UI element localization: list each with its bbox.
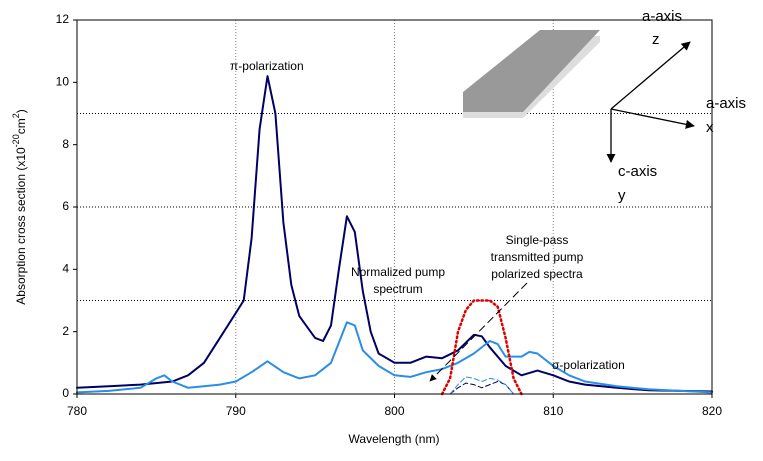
x-tick-label: 800 [384,404,404,418]
plot-frame [76,19,713,395]
axis-coord: y [618,187,626,204]
y-tick-label: 0 [62,386,69,400]
axis-name: a-axis [706,95,746,112]
pump-label: Normalized pump spectrum [350,265,446,296]
annotation-arrow [429,282,528,382]
series-line [449,381,515,395]
y-tick-label: 2 [62,324,69,338]
axis-name: a-axis [642,8,682,25]
x-tick-label: 810 [543,404,563,418]
x-axis-arrow [610,108,695,129]
annotation: Single-pass transmitted pump polarized s… [490,233,584,281]
y-tick-label: 10 [56,75,70,89]
x-tick-label: 820 [702,404,722,418]
pi-label: π-polarization [230,59,304,73]
z-axis-arrow [610,41,691,110]
axis-name: c-axis [618,163,657,180]
sigma-label: σ-polarization [552,358,625,372]
x-axis-title: Wavelength (nm) [349,432,440,446]
series-line [76,75,713,393]
y-tick-label: 12 [56,12,70,26]
y-tick-label: 6 [62,199,69,213]
y-tick-label: 8 [62,137,69,151]
x-tick-label: 790 [226,404,246,418]
axis-coord: x [706,119,714,136]
series-line [440,299,523,396]
series-line [76,321,713,394]
series-line [449,376,515,395]
y-axis-title: Absorption cross section (x10-20cm2) [11,109,28,304]
axis-coord: z [652,31,660,48]
crystal-top [463,30,600,112]
y-tick-label: 4 [62,262,69,276]
x-tick-label: 780 [67,404,87,418]
